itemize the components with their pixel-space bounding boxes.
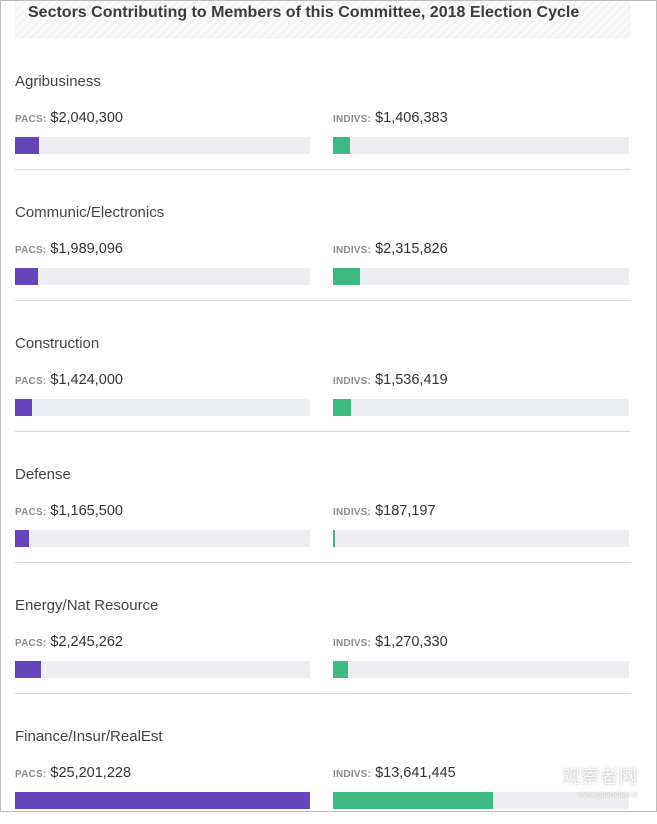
pacs-amount: PACS: $2,040,300	[15, 110, 123, 126]
pacs-amount: PACS: $1,165,500	[15, 503, 123, 519]
pacs-value: $2,040,300	[50, 110, 123, 126]
pacs-bar-track	[15, 530, 310, 547]
indivs-bar	[333, 137, 350, 154]
sector-row: Agribusiness PACS: $2,040,300 INDIVS: $1,406…	[15, 39, 631, 170]
sector-name: Construction	[15, 335, 100, 352]
indivs-value: $2,315,826	[375, 241, 448, 257]
pacs-value: $25,201,228	[50, 765, 132, 781]
pacs-bar-track	[15, 661, 310, 678]
title-band: Sectors Contributing to Members of this …	[15, 1, 631, 39]
indivs-value: $1,406,383	[375, 110, 448, 126]
pacs-bar	[15, 399, 32, 416]
indivs-bar-track	[333, 661, 629, 678]
indivs-bar-track	[333, 268, 629, 285]
sector-row: Defense PACS: $1,165,500 INDIVS: $187,197	[15, 432, 631, 563]
indivs-bar	[333, 530, 335, 547]
indivs-amount: INDIVS: $2,315,826	[333, 241, 448, 257]
indivs-label: INDIVS:	[333, 638, 372, 649]
pacs-bar	[15, 661, 41, 678]
pacs-bar-track	[15, 137, 310, 154]
pacs-label: PACS:	[15, 638, 47, 649]
indivs-amount: INDIVS: $1,536,419	[333, 372, 448, 388]
indivs-amount: INDIVS: $1,270,330	[333, 634, 448, 650]
indivs-value: $13,641,445	[375, 765, 456, 781]
pacs-label: PACS:	[15, 376, 47, 387]
pacs-value: $1,165,500	[50, 503, 123, 519]
sector-row: Finance/Insur/RealEst PACS: $25,201,228 IND…	[15, 694, 631, 824]
pacs-value: $1,989,096	[50, 241, 123, 257]
indivs-value: $1,270,330	[375, 634, 448, 650]
indivs-bar	[333, 661, 348, 678]
pacs-value: $2,245,262	[50, 634, 123, 650]
indivs-bar	[333, 399, 351, 416]
indivs-amount: INDIVS: $1,406,383	[333, 110, 448, 126]
indivs-bar-track	[333, 137, 629, 154]
pacs-bar-track	[15, 268, 310, 285]
pacs-amount: PACS: $25,201,228	[15, 765, 131, 781]
sector-name: Energy/Nat Resource	[15, 597, 159, 614]
pacs-label: PACS:	[15, 769, 47, 780]
sector-chart: Sectors Contributing to Members of this …	[15, 1, 631, 824]
sector-row: Energy/Nat Resource PACS: $2,245,262 INDIVS…	[15, 563, 631, 694]
watermark-logo: 观察者网	[562, 767, 638, 787]
indivs-amount: INDIVS: $13,641,445	[333, 765, 456, 781]
indivs-bar	[333, 268, 360, 285]
pacs-bar	[15, 137, 39, 154]
indivs-bar-track	[333, 792, 629, 809]
indivs-label: INDIVS:	[333, 769, 372, 780]
sector-name: Communic/Electronics	[15, 204, 165, 221]
sector-name: Agribusiness	[15, 73, 101, 90]
indivs-amount: INDIVS: $187,197	[333, 503, 436, 519]
pacs-label: PACS:	[15, 114, 47, 125]
pacs-bar	[15, 792, 310, 809]
pacs-bar-track	[15, 792, 310, 809]
pacs-label: PACS:	[15, 245, 47, 256]
sector-name: Finance/Insur/RealEst	[15, 728, 163, 745]
indivs-label: INDIVS:	[333, 245, 372, 256]
pacs-amount: PACS: $1,424,000	[15, 372, 123, 388]
sector-name: Defense	[15, 466, 71, 483]
sector-row: Communic/Electronics PACS: $1,989,096 INDIV…	[15, 170, 631, 301]
pacs-bar-track	[15, 399, 310, 416]
sector-row: Construction PACS: $1,424,000 INDIVS: $1,536…	[15, 301, 631, 432]
pacs-bar	[15, 268, 38, 285]
indivs-value: $187,197	[375, 503, 436, 519]
pacs-amount: PACS: $2,245,262	[15, 634, 123, 650]
pacs-amount: PACS: $1,989,096	[15, 241, 123, 257]
indivs-label: INDIVS:	[333, 507, 372, 518]
indivs-bar	[333, 792, 493, 809]
watermark-url: www.guancha.cn	[577, 790, 638, 799]
indivs-value: $1,536,419	[375, 372, 448, 388]
indivs-label: INDIVS:	[333, 376, 372, 387]
chart-title: Sectors Contributing to Members of this …	[28, 4, 580, 21]
pacs-bar	[15, 530, 29, 547]
indivs-bar-track	[333, 399, 629, 416]
indivs-bar-track	[333, 530, 629, 547]
pacs-value: $1,424,000	[50, 372, 123, 388]
pacs-label: PACS:	[15, 507, 47, 518]
indivs-label: INDIVS:	[333, 114, 372, 125]
sector-list: Agribusiness PACS: $2,040,300 INDIVS: $1,406…	[15, 39, 631, 824]
